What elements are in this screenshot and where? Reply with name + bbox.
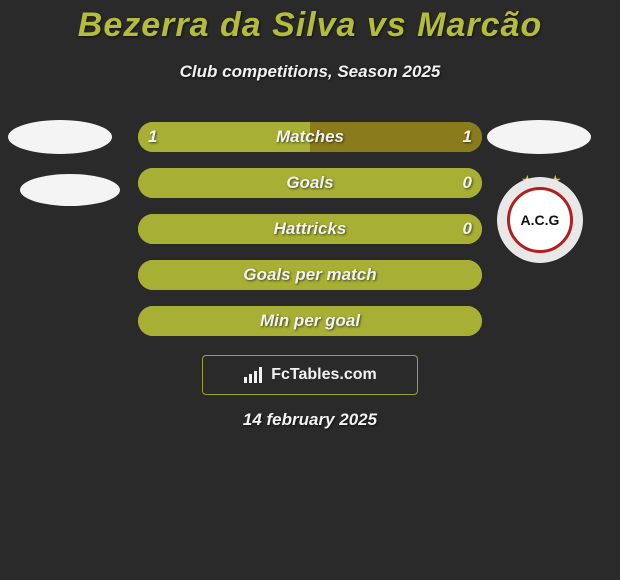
stat-label: Min per goal: [138, 306, 482, 336]
page-title: Bezerra da Silva vs Marcão: [0, 6, 620, 45]
club-badge: A.C.G: [497, 177, 583, 263]
stat-row-min-per-goal: Min per goal: [138, 306, 482, 336]
player-left-secondary-avatar: [20, 174, 120, 206]
stat-row-goals-per-match: Goals per match: [138, 260, 482, 290]
stat-label: Matches: [138, 122, 482, 152]
brand-text: FcTables.com: [271, 366, 377, 384]
stat-row-hattricks: 0 Hattricks: [138, 214, 482, 244]
stat-row-matches: 1 1 Matches: [138, 122, 482, 152]
comparison-card: Bezerra da Silva vs Marcão Club competit…: [0, 0, 620, 580]
stat-label: Goals: [138, 168, 482, 198]
stat-label: Hattricks: [138, 214, 482, 244]
stat-label: Goals per match: [138, 260, 482, 290]
page-subtitle: Club competitions, Season 2025: [0, 62, 620, 82]
brand-attribution: FcTables.com: [202, 355, 418, 395]
chart-icon: [243, 366, 265, 384]
date-text: 14 february 2025: [0, 410, 620, 430]
player-right-avatar: [487, 120, 591, 154]
club-badge-text: A.C.G: [507, 187, 573, 253]
stat-row-goals: 0 Goals: [138, 168, 482, 198]
player-left-avatar: [8, 120, 112, 154]
